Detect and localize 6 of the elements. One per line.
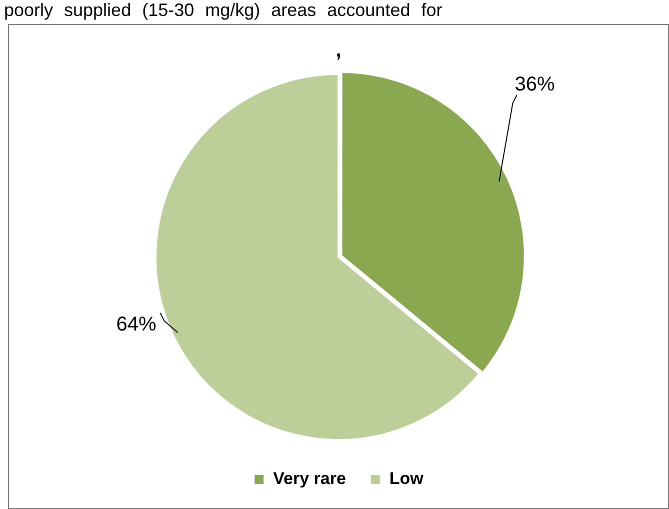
text: poorly supplied (15-30 mg/kg) areas accounted for [4, 0, 442, 21]
chart-title: , [336, 40, 342, 62]
data-label: 36% [514, 74, 555, 96]
legend-label: Low [389, 469, 424, 488]
legend-label: Very rare [273, 469, 346, 488]
data-label: 64% [116, 313, 156, 336]
